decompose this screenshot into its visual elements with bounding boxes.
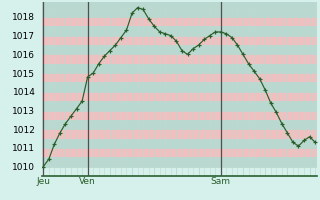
Bar bbox=[42, 139, 317, 148]
Bar bbox=[42, 148, 317, 157]
Bar bbox=[42, 26, 317, 36]
Bar bbox=[42, 101, 317, 111]
Bar bbox=[42, 36, 317, 45]
Bar bbox=[42, 2, 317, 17]
Bar bbox=[42, 157, 317, 167]
Bar bbox=[42, 92, 317, 101]
Bar bbox=[42, 82, 317, 92]
Bar bbox=[42, 64, 317, 73]
Bar bbox=[42, 17, 317, 26]
Bar bbox=[42, 120, 317, 129]
Bar bbox=[42, 73, 317, 82]
Bar bbox=[42, 45, 317, 54]
Bar bbox=[42, 129, 317, 139]
Bar bbox=[42, 111, 317, 120]
Bar bbox=[42, 54, 317, 64]
